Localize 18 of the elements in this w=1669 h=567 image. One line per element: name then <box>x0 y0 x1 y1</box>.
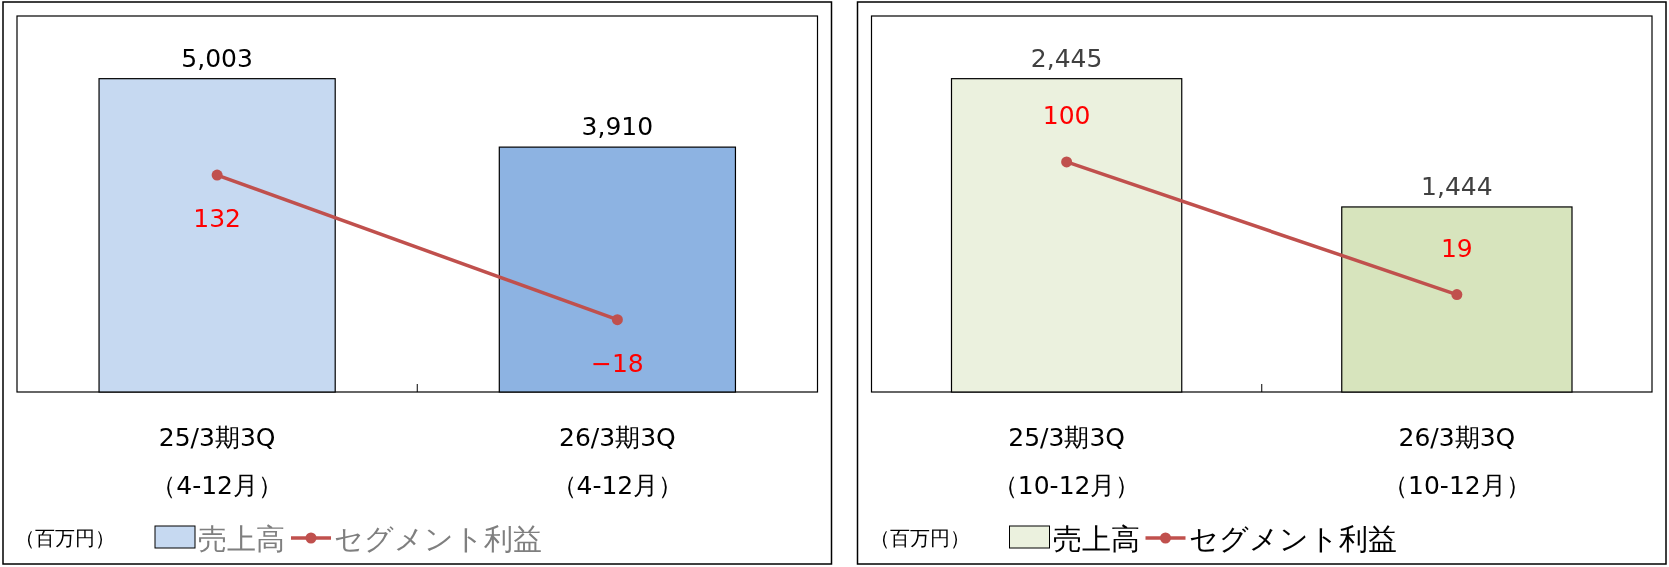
data-label: 1,444 <box>1421 171 1493 201</box>
legend-label: 売上高 <box>1052 522 1140 556</box>
legend-label: 売上高 <box>198 522 285 556</box>
legend-label: セグメント利益 <box>1188 522 1397 556</box>
text: （百万円） <box>15 526 115 550</box>
x-tick-label: 26/3期3Q （4-12月） <box>551 423 684 500</box>
x-tick-label: 26/3期3Q （10-12月） <box>1383 423 1531 500</box>
legend-label: セグメント利益 <box>334 522 542 556</box>
data-label: 2,445 <box>1030 43 1103 73</box>
x-tick-label: 25/3期3Q （4-12月） <box>151 423 283 500</box>
data-label: −18 <box>590 348 644 378</box>
data-label: 3,910 <box>581 112 654 142</box>
data-label: 132 <box>193 204 241 234</box>
x-tick-label: 25/3期3Q （10-12月） <box>992 423 1141 500</box>
data-label: 19 <box>1440 233 1473 263</box>
data-label: 100 <box>1042 100 1091 130</box>
data-label: 5,003 <box>181 43 253 73</box>
text: （百万円） <box>869 526 970 550</box>
